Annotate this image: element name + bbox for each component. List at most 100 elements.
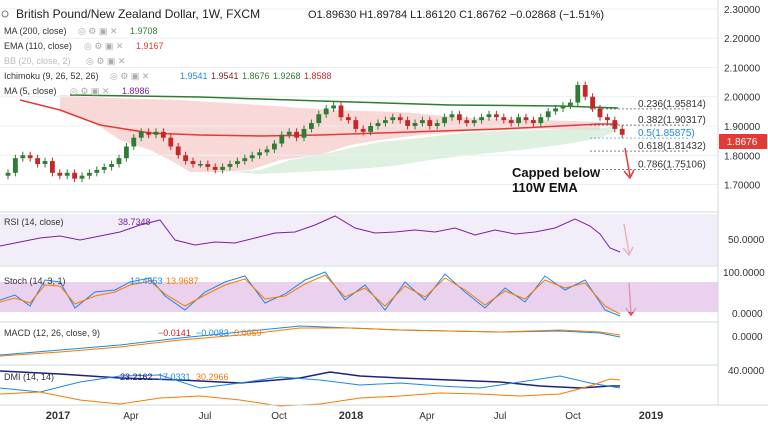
candle-body xyxy=(560,105,566,109)
cloud-bull xyxy=(230,126,618,174)
candle-body xyxy=(427,120,433,126)
price-axis: 2.30000 2.20000 2.10000 2.00000 1.90000 1.800… xyxy=(717,0,767,405)
ema110-line xyxy=(19,99,618,137)
candle-body xyxy=(294,131,299,138)
candle-body xyxy=(198,164,203,166)
settings-icon-5[interactable]: ◎ ⚙ ▣ ✕ xyxy=(70,86,109,96)
candle-body xyxy=(508,120,514,124)
xtick-2019: 2019 xyxy=(639,410,663,422)
candle-body xyxy=(420,120,425,124)
settings-icon-3[interactable]: ◎ ⚙ ▣ ✕ xyxy=(86,56,125,66)
candle-body xyxy=(286,131,292,135)
candle-body xyxy=(57,172,63,176)
xtick-2017: 2017 xyxy=(46,410,70,422)
candle-body xyxy=(360,128,366,132)
candle-body xyxy=(161,131,166,138)
candle-body xyxy=(220,166,225,170)
candles xyxy=(5,81,625,183)
candle-body xyxy=(479,117,484,121)
ichimoku-value-3: 1.8676 xyxy=(242,71,270,81)
ichimoku-label: Ichimoku (9, 26, 52, 26) xyxy=(4,71,99,81)
candle-body xyxy=(168,137,174,147)
candle-body xyxy=(331,105,336,109)
candle-body xyxy=(5,172,11,176)
rsi-axis-label: 50.0000 xyxy=(728,235,765,246)
candle-body xyxy=(124,146,129,159)
candle-body xyxy=(183,155,188,162)
ma200-line xyxy=(69,94,619,109)
annotation-line-1: Capped below xyxy=(512,165,601,180)
stoch-axis-label-bottom: 0.0000 xyxy=(732,309,763,320)
candle-body xyxy=(545,111,551,118)
candle-body xyxy=(72,172,77,179)
xtick-apr-2: Apr xyxy=(419,411,435,422)
candle-body xyxy=(464,120,470,124)
candle-body xyxy=(457,114,462,121)
candle-body xyxy=(590,96,595,109)
price-badge xyxy=(719,134,767,149)
candle-body xyxy=(235,161,240,165)
dmi-value-3: 30.2966 xyxy=(196,372,229,382)
candle-body xyxy=(13,158,18,173)
ichimoku-value-4: 1.9268 xyxy=(273,71,301,81)
collapse-icon[interactable] xyxy=(1,10,9,18)
ma200-value: 1.9708 xyxy=(130,26,158,36)
y-tick-label: 2.20000 xyxy=(724,34,761,45)
candle-body xyxy=(212,166,218,170)
candle-body xyxy=(94,169,100,173)
candle-body xyxy=(501,117,507,121)
candle-body xyxy=(79,175,85,179)
dmi-value-1: 23.2162 xyxy=(120,372,153,382)
ichimoku-value-2: 1.9541 xyxy=(211,71,239,81)
y-tick-label: 2.00000 xyxy=(724,93,761,104)
candle-body xyxy=(582,85,588,97)
fib-label: 0.786(1.75106) xyxy=(638,160,706,171)
dmi-label: DMI (14, 14) xyxy=(4,372,54,382)
macd-axis-label: 0.0000 xyxy=(732,332,763,343)
candle-body xyxy=(619,128,625,135)
legend: British Pound/New Zealand Dollar, 1W, FX… xyxy=(1,7,604,382)
candle-body xyxy=(109,164,114,167)
di-minus xyxy=(0,378,621,407)
candle-body xyxy=(568,102,573,106)
candle-body xyxy=(279,134,285,144)
candle-body xyxy=(523,117,529,121)
settings-icon-4[interactable]: ◎ ⚙ ▣ ✕ xyxy=(110,71,149,81)
bb-label: BB (20, close, 2) xyxy=(4,56,71,66)
rsi-pane xyxy=(0,211,718,265)
candle-body xyxy=(116,158,122,165)
chart-title: British Pound/New Zealand Dollar, 1W, FX… xyxy=(16,7,260,21)
candle-body xyxy=(368,125,373,132)
settings-icon[interactable]: ◎ ⚙ ▣ ✕ xyxy=(78,26,117,36)
candle-body xyxy=(27,155,33,159)
macd-value-1: −0.0141 xyxy=(158,328,191,338)
fib-label: 0.5(1.85875) xyxy=(638,128,695,139)
candle-body xyxy=(257,152,262,156)
xtick-oct-2: Oct xyxy=(565,411,581,422)
xtick-2018: 2018 xyxy=(339,410,363,422)
candle-body xyxy=(486,114,492,118)
ohlc-readout: O1.89630 H1.89784 L1.86120 C1.86762 −0.0… xyxy=(308,9,604,21)
candle-body xyxy=(516,117,521,124)
candle-body xyxy=(346,117,351,121)
xtick-apr: Apr xyxy=(123,411,139,422)
ichimoku-value-5: 1.8588 xyxy=(304,71,332,81)
macd-signal xyxy=(0,327,621,357)
candle-body xyxy=(494,114,499,118)
candle-body xyxy=(153,131,159,135)
macd-label: MACD (12, 26, close, 9) xyxy=(4,328,100,338)
settings-icon-2[interactable]: ◎ ⚙ ▣ ✕ xyxy=(84,41,123,51)
candle-body xyxy=(35,158,40,165)
candle-body xyxy=(301,128,307,138)
candle-body xyxy=(242,158,248,162)
fib-lines: 0.236(1.95814) 0.382(1.90317) 0.5(1.85875)… xyxy=(590,99,706,171)
price-gridlines xyxy=(0,8,718,186)
candle-body xyxy=(605,117,610,121)
candle-body xyxy=(390,117,396,121)
candle-body xyxy=(405,120,410,126)
candle-body xyxy=(272,143,277,150)
dmi-value-2: 17.0331 xyxy=(158,372,191,382)
candle-body xyxy=(42,161,48,165)
price-pane: 0.236(1.95814) 0.382(1.90317) 0.5(1.85875)… xyxy=(0,0,718,210)
